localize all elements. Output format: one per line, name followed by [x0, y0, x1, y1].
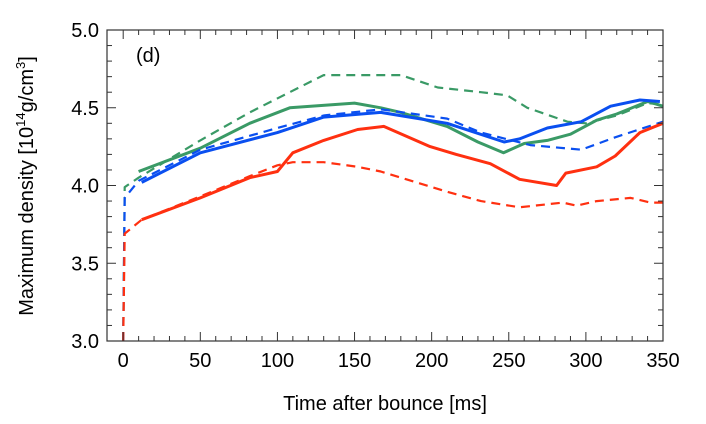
y-axis-title: Maximum density [1014g/cm3] — [13, 56, 38, 316]
series-line-4-dashed — [122, 161, 663, 342]
series-line-3-solid — [141, 98, 661, 184]
panel-label: (d) — [136, 45, 160, 67]
x-tick-label: 150 — [338, 350, 371, 372]
series-line-1-solid — [138, 100, 664, 173]
series-line-5-solid — [141, 121, 664, 222]
plot-frame — [106, 29, 664, 342]
x-tick-label: 250 — [492, 350, 525, 372]
x-tick-label: 300 — [569, 350, 602, 372]
y-tick-label: 3.0 — [71, 331, 99, 353]
series-layer — [122, 74, 664, 342]
y-tick-label: 4.5 — [71, 98, 99, 120]
ticks-layer: 0 50 100 150 200 250 300 350 3.0 3.5 4.0 4.5 5.0 — [71, 20, 680, 372]
x-tick-label: 50 — [189, 350, 211, 372]
y-tick-label: 4.0 — [71, 176, 99, 198]
y-tick-label: 3.5 — [71, 253, 99, 275]
x-tick-label: 0 — [118, 350, 129, 372]
x-tick-label: 100 — [261, 350, 294, 372]
series-line-2-dashed — [122, 108, 664, 342]
y-axis-title-suffix: ] — [16, 56, 38, 62]
y-axis-title-prefix: Maximum density [10 — [16, 127, 38, 316]
x-tick-label: 350 — [646, 350, 679, 372]
y-tick-label: 5.0 — [71, 20, 99, 42]
x-tick-label: 200 — [415, 350, 448, 372]
y-axis-title-sup1: 14 — [13, 112, 28, 126]
y-axis-title-sup2: 3 — [13, 62, 28, 69]
x-axis-title: Time after bounce [ms] — [283, 393, 487, 415]
y-axis-title-mid: g/cm — [16, 69, 38, 112]
